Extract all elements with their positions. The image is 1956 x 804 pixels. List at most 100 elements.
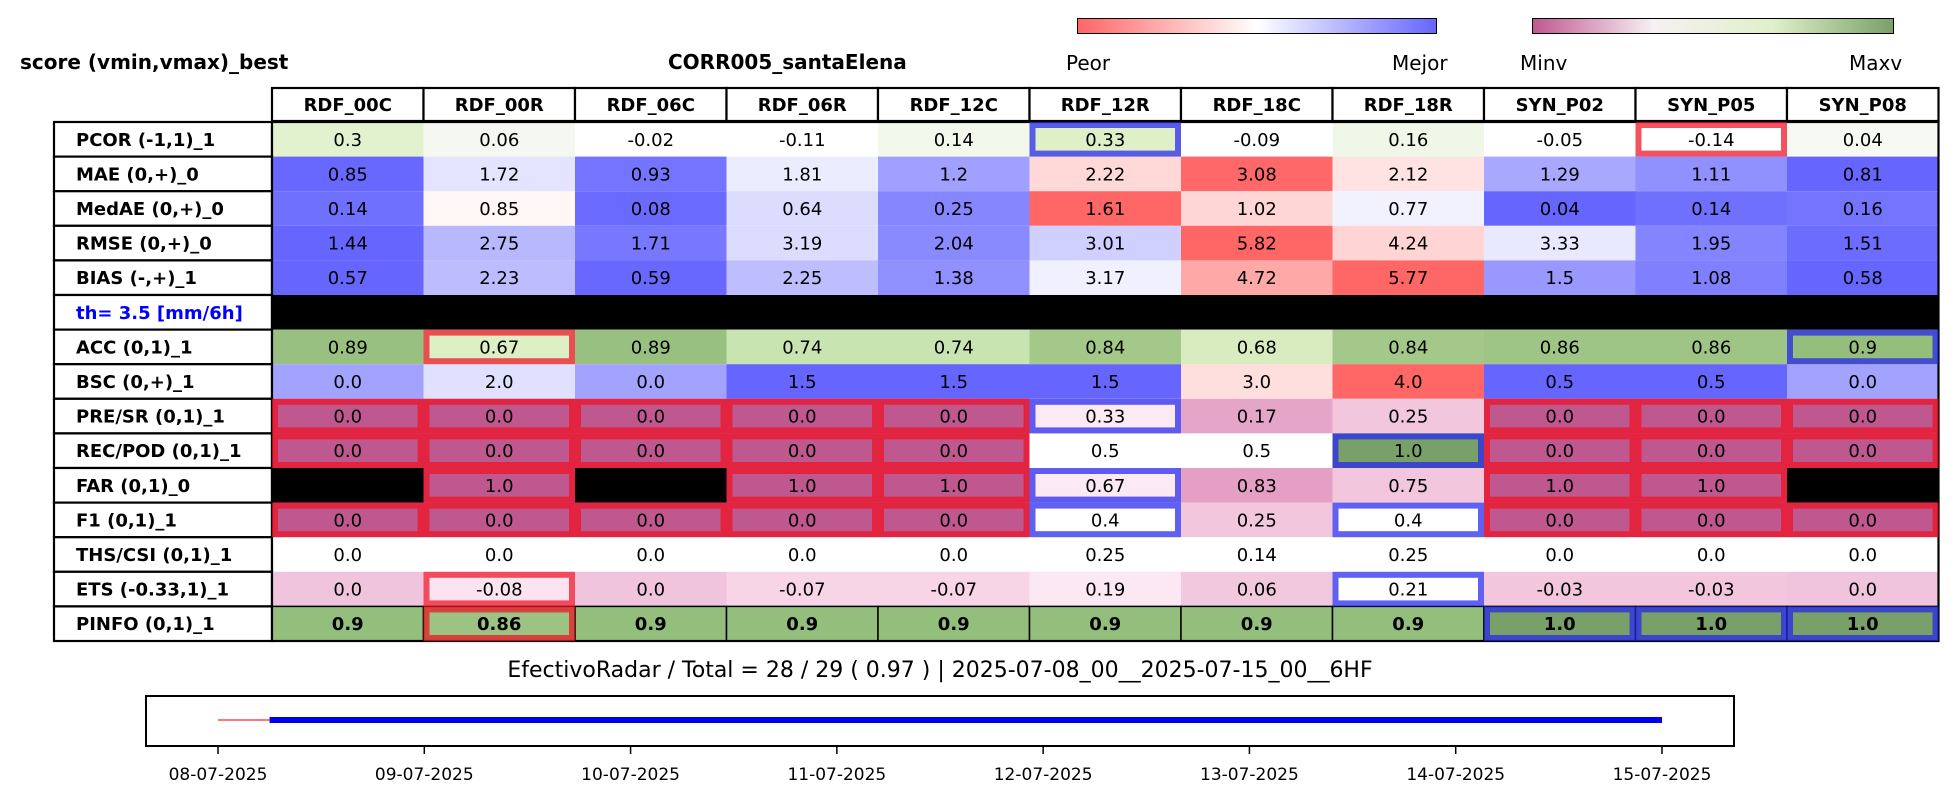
row-label-cell bbox=[52, 605, 274, 643]
value-label: 1.11 bbox=[1691, 164, 1731, 185]
value-cell bbox=[1028, 605, 1182, 642]
value-label: 1.44 bbox=[328, 234, 368, 255]
value-label: 1.5 bbox=[788, 372, 817, 393]
value-label: 0.93 bbox=[631, 164, 671, 185]
column-header-label: RDF_12R bbox=[1061, 95, 1150, 116]
row-label-cell bbox=[52, 120, 274, 158]
value-cell bbox=[1181, 398, 1333, 434]
value-cell bbox=[1484, 537, 1636, 572]
value-label: 0.0 bbox=[1545, 407, 1574, 428]
value-cell bbox=[575, 571, 727, 607]
value-label: 0.5 bbox=[1242, 441, 1271, 462]
row-label: MedAE (0,+)_0 bbox=[76, 199, 224, 220]
best-highlight bbox=[1029, 468, 1181, 503]
value-cell bbox=[726, 329, 878, 365]
value-label: 1.0 bbox=[939, 476, 968, 497]
best-highlight bbox=[1635, 606, 1787, 642]
value-label: 0.0 bbox=[636, 580, 665, 601]
worst-highlight bbox=[423, 329, 575, 365]
value-label: 0.0 bbox=[333, 407, 362, 428]
value-label: 0.0 bbox=[939, 545, 968, 566]
value-cell bbox=[575, 260, 727, 295]
value-label: 1.0 bbox=[788, 476, 817, 497]
value-label: 0.86 bbox=[1540, 337, 1580, 358]
value-label: -0.05 bbox=[1536, 130, 1583, 151]
value-label: 0.0 bbox=[1545, 441, 1574, 462]
worst-highlight bbox=[878, 468, 1030, 503]
value-cell bbox=[423, 364, 575, 399]
worst-highlight bbox=[726, 468, 878, 503]
value-cell bbox=[272, 571, 424, 607]
value-cell bbox=[575, 225, 727, 261]
value-label: 0.0 bbox=[485, 407, 514, 428]
worst-highlight bbox=[272, 502, 424, 538]
value-label: 0.14 bbox=[328, 199, 368, 220]
worst-highlight bbox=[423, 571, 575, 607]
value-cell bbox=[272, 156, 424, 192]
row-label: RMSE (0,+)_0 bbox=[76, 234, 212, 255]
value-label: 0.85 bbox=[328, 164, 368, 185]
value-label: 3.01 bbox=[1085, 234, 1125, 255]
row-label-cell bbox=[52, 501, 274, 539]
worst-highlight bbox=[1635, 398, 1787, 434]
value-label: 0.64 bbox=[782, 199, 822, 220]
value-cell bbox=[1029, 156, 1181, 192]
value-label: 0.86 bbox=[1691, 337, 1731, 358]
value-label: 0.0 bbox=[1848, 580, 1877, 601]
worst-highlight bbox=[1484, 468, 1636, 503]
column-header-cell bbox=[573, 86, 728, 123]
value-cell bbox=[1484, 122, 1636, 157]
value-cell bbox=[877, 605, 1031, 642]
value-cell bbox=[1332, 156, 1484, 192]
value-label: -0.14 bbox=[1688, 130, 1735, 151]
value-label: 0.0 bbox=[1697, 510, 1726, 531]
value-cell bbox=[575, 295, 727, 330]
value-label: 1.38 bbox=[934, 268, 974, 289]
best-highlight bbox=[1787, 329, 1939, 365]
value-cell bbox=[575, 364, 727, 399]
value-cell bbox=[1029, 260, 1181, 295]
value-label: 2.25 bbox=[782, 268, 822, 289]
value-label: 0.9 bbox=[1089, 614, 1121, 635]
value-cell bbox=[272, 329, 424, 365]
value-label: 0.0 bbox=[485, 545, 514, 566]
value-cell bbox=[575, 329, 727, 365]
value-cell bbox=[1181, 364, 1333, 399]
value-cell bbox=[878, 364, 1030, 399]
value-label: 1.61 bbox=[1085, 199, 1125, 220]
column-header-label: SYN_P02 bbox=[1516, 95, 1604, 116]
value-label: -0.11 bbox=[779, 130, 826, 151]
row-label-cell bbox=[52, 224, 274, 262]
column-header-cell bbox=[725, 86, 880, 123]
worst-highlight bbox=[1635, 122, 1787, 157]
worst-highlight bbox=[272, 433, 424, 468]
value-cell bbox=[423, 537, 575, 572]
value-cell bbox=[1332, 260, 1484, 295]
value-label: 1.02 bbox=[1237, 199, 1277, 220]
value-cell bbox=[575, 191, 727, 226]
value-label: 0.58 bbox=[1843, 268, 1883, 289]
value-label: 0.89 bbox=[328, 337, 368, 358]
worst-highlight bbox=[1787, 433, 1939, 468]
colorbar-peor-mejor bbox=[1077, 18, 1437, 34]
value-label: 1.5 bbox=[939, 372, 968, 393]
value-cell bbox=[1787, 468, 1939, 503]
value-cell bbox=[1029, 537, 1181, 572]
worst-highlight bbox=[878, 433, 1030, 468]
value-label: 0.0 bbox=[1848, 441, 1877, 462]
row-label: F1 (0,1)_1 bbox=[76, 510, 177, 531]
timeline-tick-label: 12-07-2025 bbox=[994, 765, 1093, 785]
column-header-label: SYN_P08 bbox=[1819, 95, 1907, 116]
worst-highlight bbox=[272, 398, 424, 434]
value-cell bbox=[1787, 122, 1939, 157]
colorbar-high-label-mejor: Mejor bbox=[1392, 51, 1448, 75]
row-label: BIAS (-,+)_1 bbox=[76, 268, 197, 289]
value-label: 0.14 bbox=[1237, 545, 1277, 566]
value-cell bbox=[1787, 156, 1939, 192]
value-cell bbox=[726, 571, 878, 607]
worst-highlight bbox=[1635, 468, 1787, 503]
best-highlight bbox=[1029, 398, 1181, 434]
value-label: 0.16 bbox=[1388, 130, 1428, 151]
value-label: 2.04 bbox=[934, 234, 974, 255]
row-label-cell bbox=[52, 536, 274, 573]
